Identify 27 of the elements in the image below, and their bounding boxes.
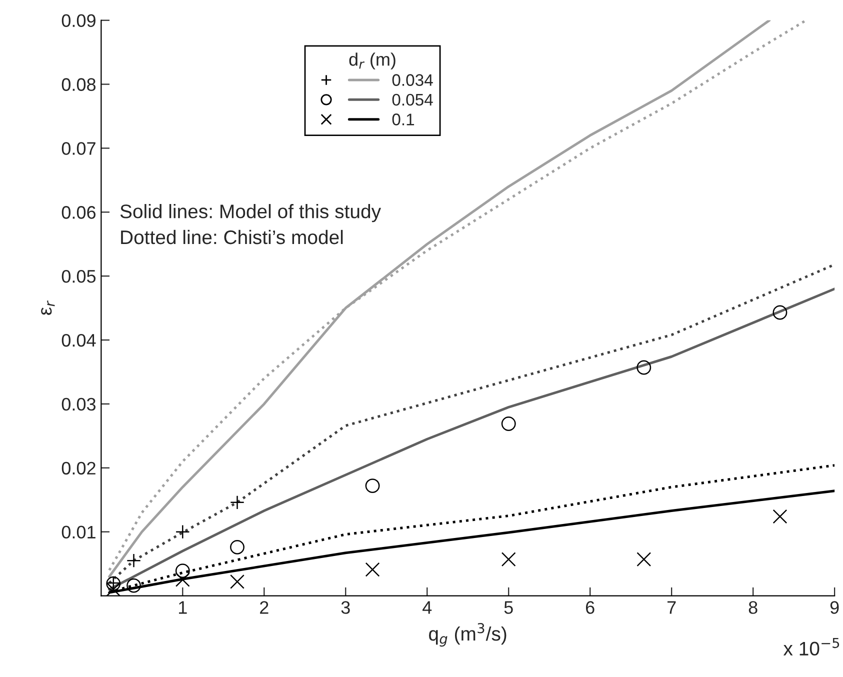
annotation: Dotted line: Chisti’s model xyxy=(121,230,343,244)
y-tick-label: 0.06 xyxy=(62,206,96,219)
y-tick-label: 0.03 xyxy=(62,398,96,411)
y-tick-label: 0.05 xyxy=(62,270,96,283)
x-tick-label: 4 xyxy=(422,601,432,614)
legend-title: d$_{r}$ (m) xyxy=(349,52,396,70)
legend-label: 0.034 xyxy=(392,74,433,86)
y-tick-label: 0.09 xyxy=(62,14,96,28)
x-tick-label: 8 xyxy=(748,601,758,614)
x-tick-label: 3 xyxy=(341,601,350,614)
x-tick-label: 9 xyxy=(830,601,839,614)
legend-label: 0.1 xyxy=(392,114,414,126)
y-tick-label: 0.07 xyxy=(62,142,96,155)
y-axis-title: ε$_{r}$ xyxy=(41,300,55,315)
annotation: Solid lines: Model of this study xyxy=(120,204,382,222)
x-tick-label: 6 xyxy=(586,601,594,614)
x-tick-label: 1 xyxy=(179,601,187,614)
text: x 10$^{−5}$ xyxy=(783,638,840,656)
y-tick-label: 0.04 xyxy=(62,334,96,347)
x-tick-label: 2 xyxy=(260,601,268,614)
x-axis-title: q$_{g}$ (m$^{3}$/s) xyxy=(429,623,506,647)
y-tick-label: 0.02 xyxy=(62,462,96,475)
x-tick-label: 5 xyxy=(504,601,513,614)
legend-label: 0.054 xyxy=(392,94,433,106)
y-tick-label: 0.01 xyxy=(62,526,96,539)
x-tick-label: 7 xyxy=(667,601,676,614)
y-tick-label: 0.08 xyxy=(62,78,96,91)
